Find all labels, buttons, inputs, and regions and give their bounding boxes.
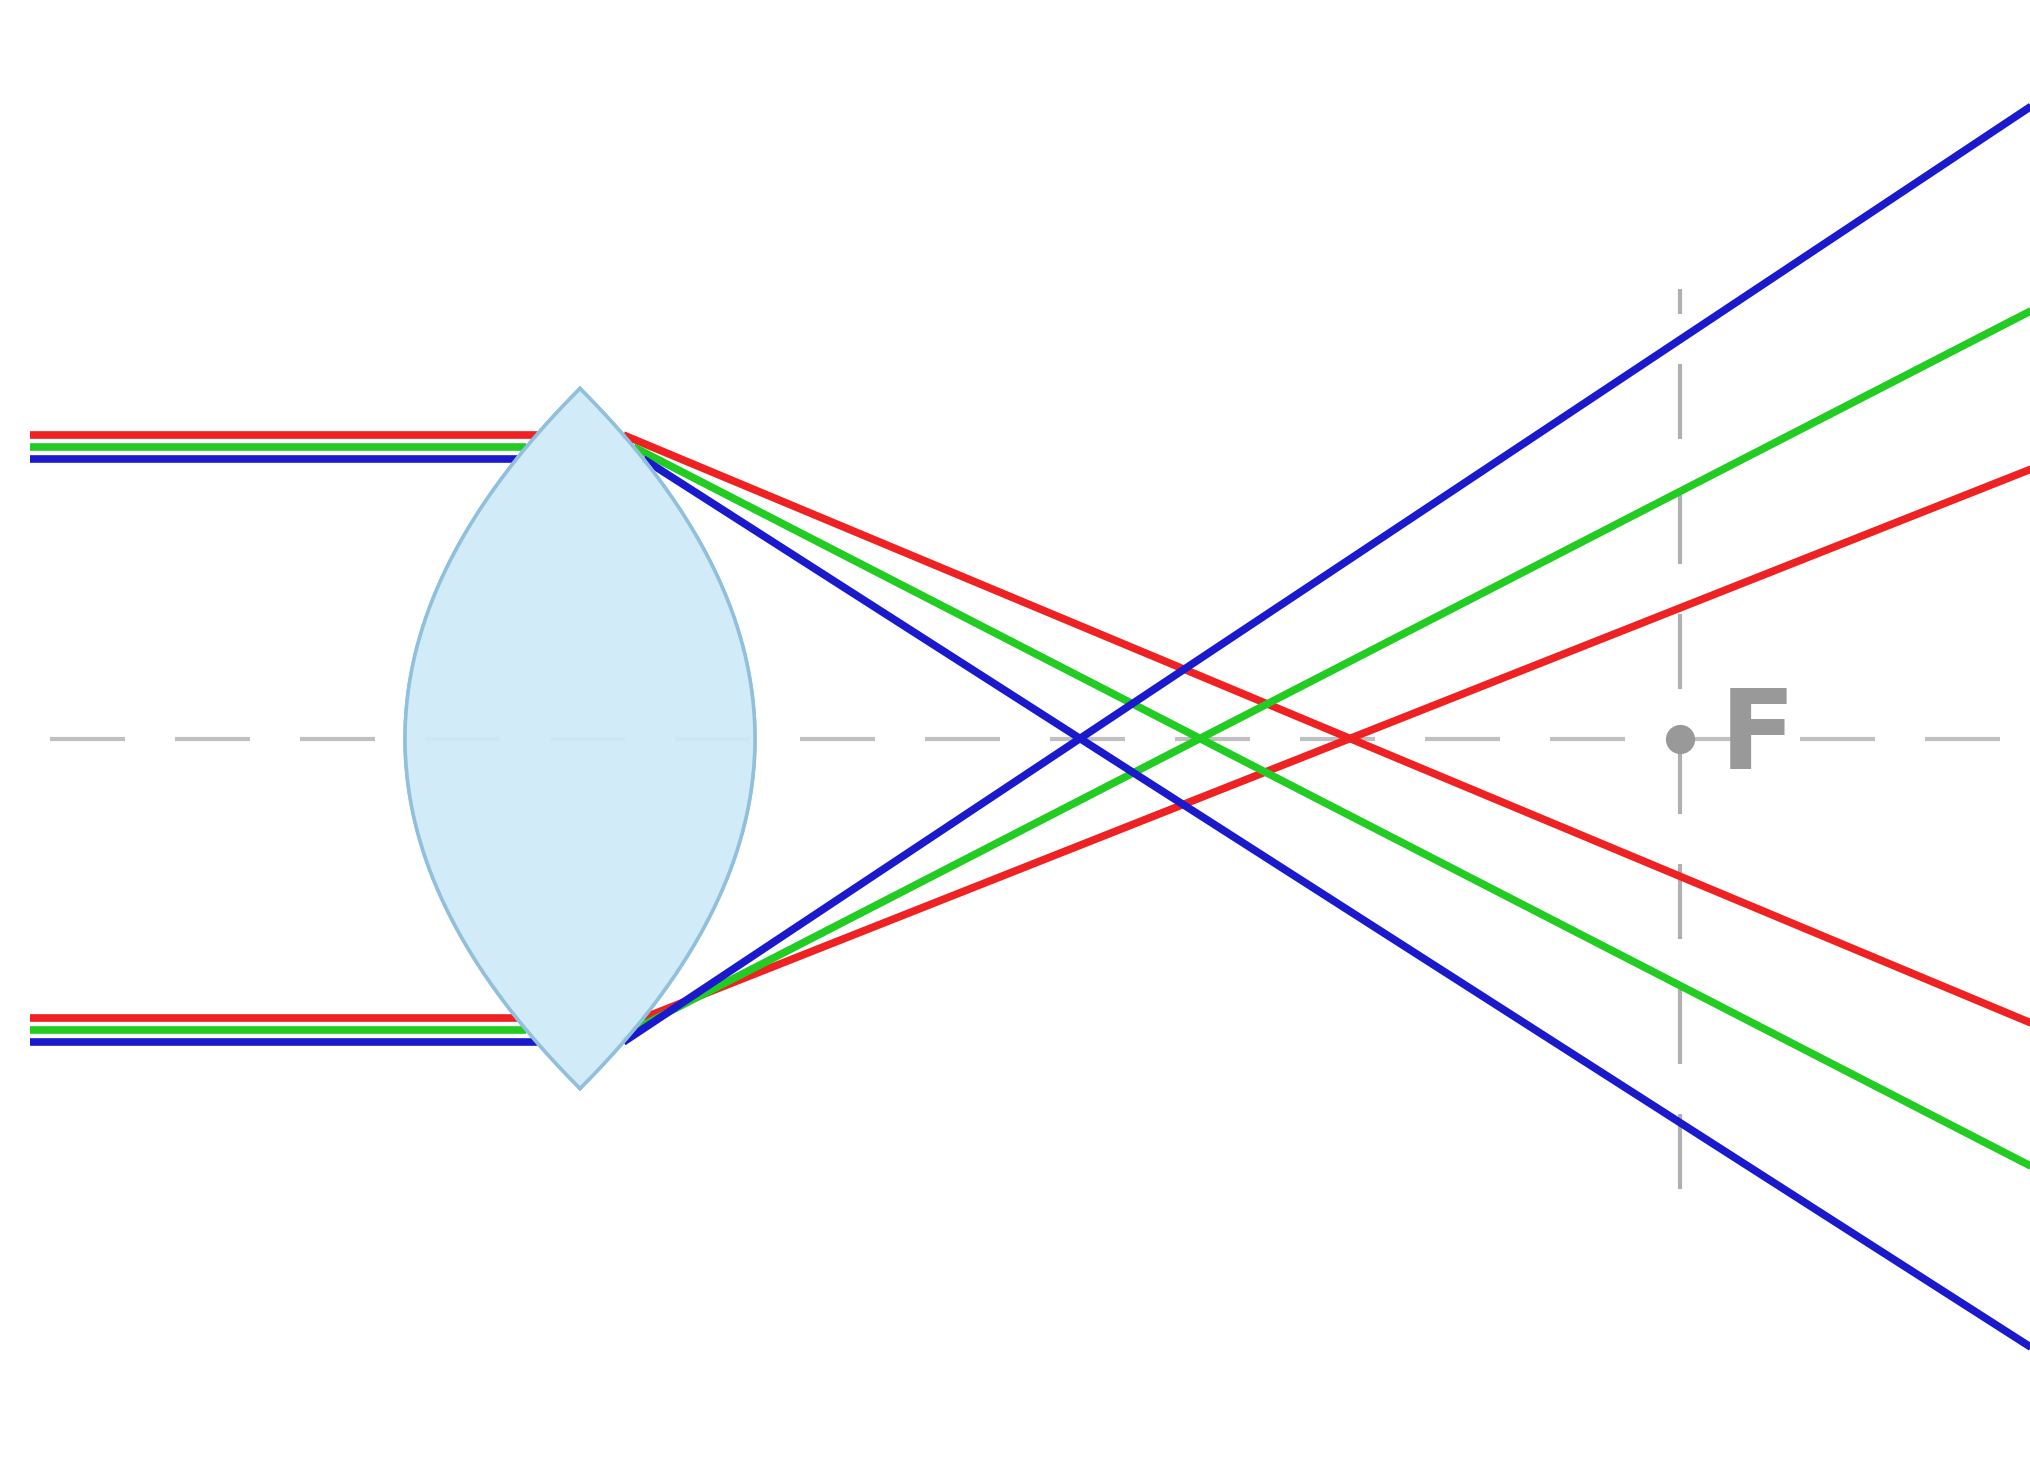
Polygon shape: [406, 388, 755, 1089]
Text: F: F: [1719, 685, 1797, 792]
Polygon shape: [406, 388, 755, 1089]
